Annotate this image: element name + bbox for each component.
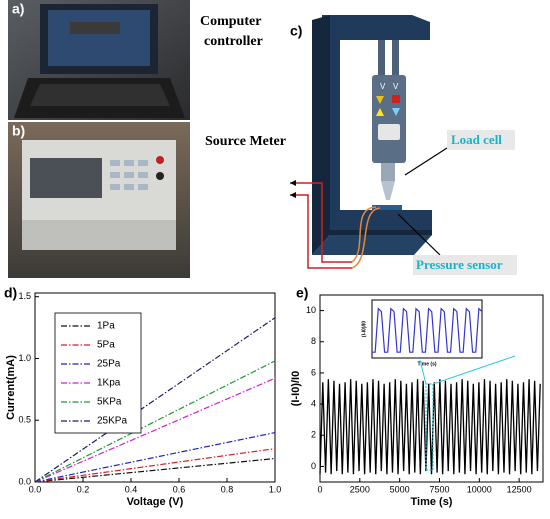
legend-box <box>54 312 142 434</box>
y-tick-label: 2 <box>311 430 316 440</box>
y-tick-label: 1.0 <box>18 353 31 363</box>
x-tick-label: 0 <box>317 484 322 494</box>
x-axis-title: Time (s) <box>411 496 453 508</box>
y-tick-label: 0 <box>311 461 316 471</box>
svg-text:V: V <box>393 82 399 91</box>
x-tick-label: 7500 <box>429 484 449 494</box>
legend-label: 25KPa <box>97 416 127 427</box>
series-line <box>34 377 276 483</box>
x-axis-title: Voltage (V) <box>127 496 184 508</box>
x-tick-label: 0.0 <box>29 484 42 494</box>
y-tick-label: 10 <box>306 305 316 315</box>
y-tick-label: 6 <box>311 367 316 377</box>
x-tick-label: 0.2 <box>77 484 90 494</box>
series-line <box>34 432 276 483</box>
series-line <box>34 448 276 483</box>
x-tick-label: 0.4 <box>125 484 138 494</box>
caption: Computer controller <box>200 14 263 49</box>
panel-label: b) <box>12 123 25 139</box>
x-axis-title: Time (s) <box>417 361 436 367</box>
series-line <box>372 307 483 353</box>
legend-label: 25Pa <box>97 359 121 370</box>
x-tick-label: 2500 <box>350 484 370 494</box>
legend-label: 5Pa <box>97 340 115 351</box>
y-tick-label: 0.5 <box>18 415 31 425</box>
caption-line: Computer <box>200 14 261 29</box>
x-tick-label: 10000 <box>467 484 492 494</box>
caption-line: controller <box>204 34 263 49</box>
photo-a <box>8 0 190 120</box>
x-tick-label: 1.0 <box>269 484 282 494</box>
legend-label: 1Pa <box>97 321 115 332</box>
series-line <box>34 457 276 483</box>
legend-label: 5KPa <box>97 397 122 408</box>
series-line <box>34 360 276 483</box>
x-tick-label: 0.6 <box>173 484 186 494</box>
panel-label: a) <box>12 1 24 17</box>
y-tick-label: 0.0 <box>18 476 31 486</box>
y-axis-title: (I-I0)/I0 <box>361 321 367 337</box>
svg-text:V: V <box>380 82 386 91</box>
y-tick-label: 8 <box>311 336 316 346</box>
y-tick-label: 4 <box>311 398 316 408</box>
photo-b <box>8 122 190 278</box>
zoom-line <box>432 355 516 385</box>
panel-label: c) <box>290 23 302 39</box>
panel-label: e) <box>296 285 308 301</box>
y-axis-title: (I-I0)/I0 <box>290 371 302 406</box>
zoom-line <box>419 359 427 385</box>
zoom-marker <box>425 383 434 471</box>
x-tick-label: 12500 <box>507 484 532 494</box>
series-line <box>34 317 276 483</box>
panel-label: d) <box>4 285 17 301</box>
series-line <box>319 379 541 475</box>
caption: Source Meter <box>205 134 286 149</box>
caption: Load cell <box>451 132 502 147</box>
caption: Pressure sensor <box>416 257 503 272</box>
x-tick-label: 5000 <box>390 484 410 494</box>
y-axis-title: Current(mA) <box>5 355 17 420</box>
x-tick-label: 0.8 <box>221 484 234 494</box>
y-tick-label: 1.5 <box>18 291 31 301</box>
legend-label: 1Kpa <box>97 378 121 389</box>
